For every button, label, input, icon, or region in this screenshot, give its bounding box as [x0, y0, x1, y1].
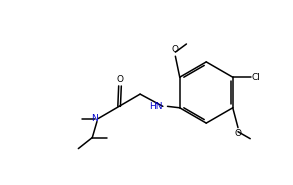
Text: HN: HN: [149, 102, 163, 111]
Text: Cl: Cl: [252, 73, 260, 82]
Text: O: O: [234, 129, 241, 138]
Text: O: O: [117, 75, 123, 84]
Text: N: N: [91, 114, 98, 123]
Text: O: O: [172, 46, 179, 54]
